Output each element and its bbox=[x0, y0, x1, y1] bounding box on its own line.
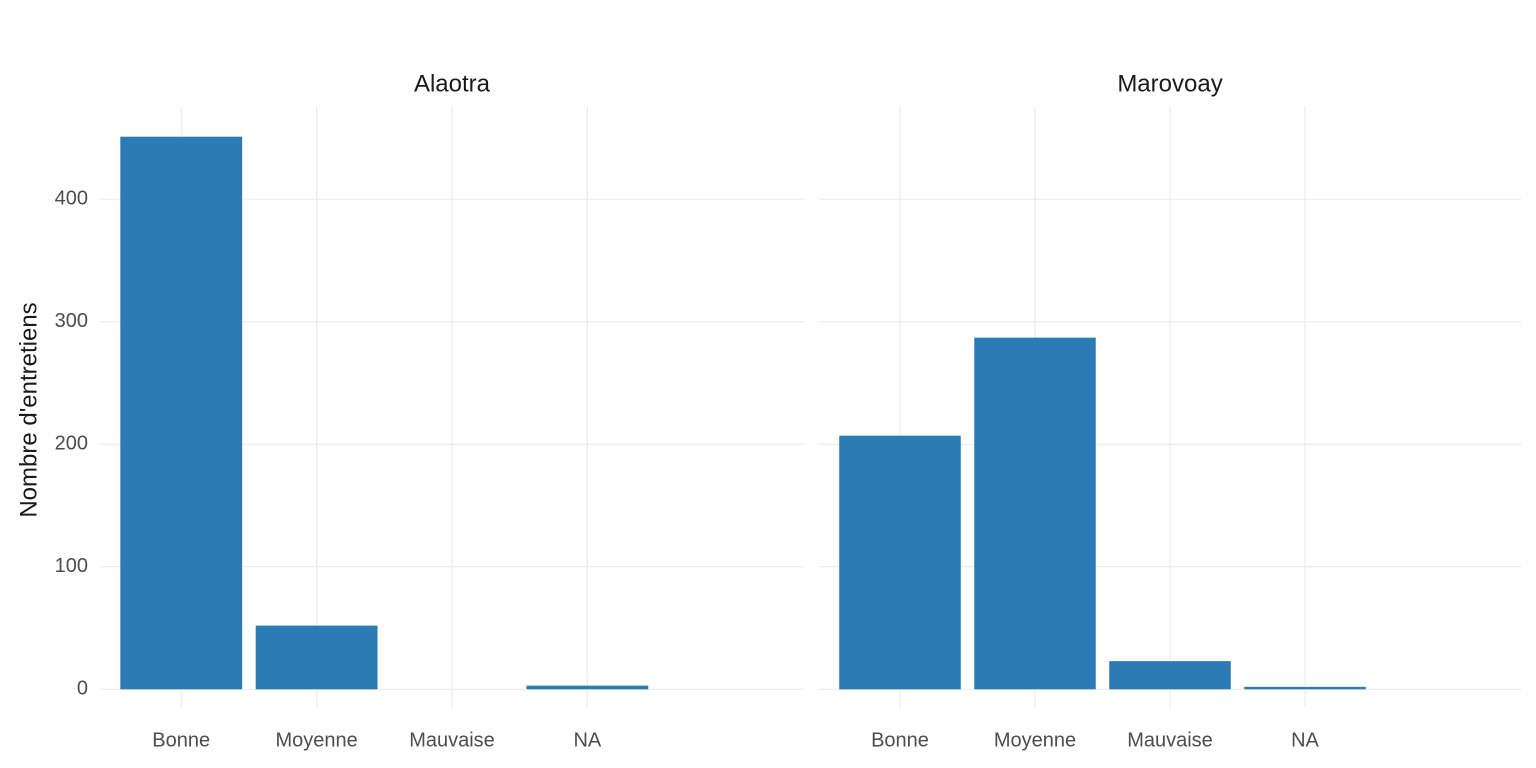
x-tick-label: NA bbox=[1291, 729, 1319, 751]
bar bbox=[839, 435, 961, 690]
bar bbox=[1109, 661, 1231, 690]
panel-title: Marovoay bbox=[1117, 70, 1222, 97]
y-tick-label: 0 bbox=[77, 678, 88, 700]
y-tick-label: 100 bbox=[55, 555, 88, 577]
bar bbox=[974, 337, 1096, 690]
x-tick-label: NA bbox=[573, 729, 601, 751]
x-tick-label: Mauvaise bbox=[1127, 729, 1213, 751]
y-axis-label: Nombre d'entretiens bbox=[15, 302, 42, 517]
y-tick-label: 300 bbox=[55, 310, 88, 332]
bar bbox=[120, 136, 243, 690]
x-tick-label: Moyenne bbox=[275, 729, 357, 751]
bar bbox=[255, 625, 378, 690]
bar bbox=[1244, 686, 1366, 690]
x-tick-label: Bonne bbox=[152, 729, 210, 751]
x-tick-label: Bonne bbox=[871, 729, 929, 751]
x-tick-label: Moyenne bbox=[994, 729, 1076, 751]
x-tick-label: Mauvaise bbox=[409, 729, 495, 751]
bar bbox=[526, 685, 649, 690]
y-tick-label: 200 bbox=[55, 433, 88, 455]
y-tick-label: 400 bbox=[55, 187, 88, 209]
panel-title: Alaotra bbox=[414, 70, 491, 97]
